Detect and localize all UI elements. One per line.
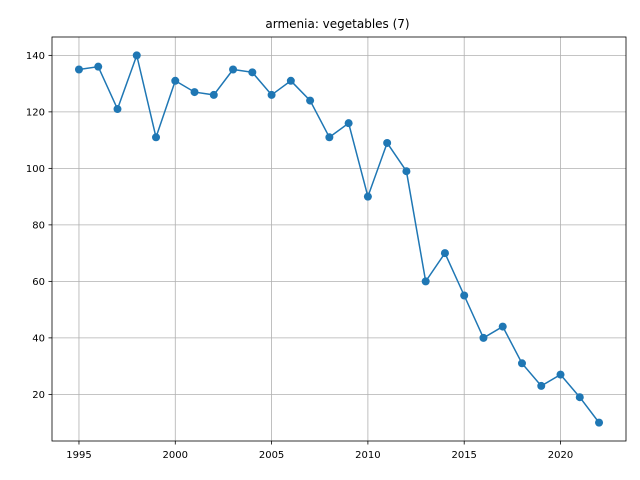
x-tick-label: 2020 <box>548 450 573 461</box>
data-point <box>595 418 604 427</box>
data-point <box>132 51 141 60</box>
data-point <box>575 393 584 402</box>
plot-frame <box>51 36 627 442</box>
y-tick-label: 60 <box>32 277 45 288</box>
y-tick-label: 120 <box>26 107 45 118</box>
data-point <box>286 76 295 85</box>
data-point <box>306 96 315 105</box>
x-tick-label: 2015 <box>451 450 476 461</box>
x-tick-label: 2000 <box>163 450 188 461</box>
x-tick-label: 2005 <box>259 450 284 461</box>
data-point <box>171 76 180 85</box>
data-point <box>479 333 488 342</box>
y-tick-label: 140 <box>26 51 45 62</box>
x-axis-ticks: 1995 2000 2005 2010 2015 2020 <box>66 441 573 461</box>
data-point <box>344 119 353 128</box>
y-tick-label: 20 <box>32 390 45 401</box>
y-tick-label: 100 <box>26 164 45 175</box>
data-point <box>460 291 469 300</box>
data-point <box>248 68 257 77</box>
data-point <box>325 133 334 142</box>
y-tick-label: 40 <box>32 333 45 344</box>
grid <box>52 37 626 441</box>
data-point <box>74 65 83 74</box>
data-point <box>498 322 507 331</box>
data-point <box>440 249 449 258</box>
x-tick-label: 2010 <box>355 450 380 461</box>
data-point <box>94 62 103 71</box>
data-point <box>517 359 526 368</box>
data-point <box>556 370 565 379</box>
data-point <box>402 167 411 176</box>
data-point <box>209 90 218 99</box>
data-point <box>229 65 238 74</box>
data-point <box>421 277 430 286</box>
data-point <box>383 138 392 147</box>
x-tick-label: 1995 <box>66 450 91 461</box>
data-point <box>152 133 161 142</box>
chart-title: armenia: vegetables (7) <box>265 17 409 31</box>
series-line <box>78 52 600 424</box>
data-point <box>537 381 546 390</box>
data-point <box>190 88 199 97</box>
y-tick-label: 80 <box>32 220 45 231</box>
y-axis-ticks: 20 40 60 80 100 120 140 <box>26 51 52 401</box>
data-point <box>267 90 276 99</box>
series <box>74 51 604 427</box>
data-point <box>113 105 122 114</box>
data-point <box>363 192 372 201</box>
